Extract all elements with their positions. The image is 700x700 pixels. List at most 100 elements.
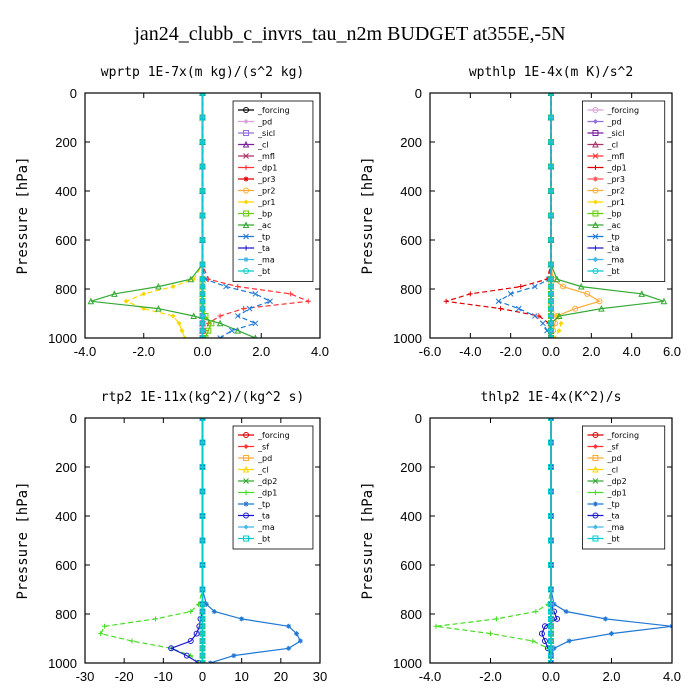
data-point	[267, 298, 273, 305]
legend-marker	[243, 535, 250, 542]
data-point	[239, 616, 245, 622]
data-point	[205, 327, 212, 334]
legend-marker	[243, 432, 250, 438]
data-point	[548, 660, 554, 663]
data-point	[548, 276, 554, 283]
legend-label: _cl	[257, 141, 269, 150]
legend-label: _cl	[606, 141, 618, 150]
legend-label: _pr3	[606, 175, 624, 184]
legend-marker	[592, 478, 599, 484]
legend-marker	[592, 257, 598, 262]
legend-marker	[592, 444, 598, 449]
legend: _forcing _sf _pd _cl _dp2 _dp1 _tp _ta _ma _bt	[232, 425, 314, 550]
series-line-ta	[169, 418, 204, 663]
y-axis-label: Pressure [hPa]	[360, 156, 376, 274]
data-point	[199, 637, 206, 644]
data-point	[548, 163, 554, 170]
data-point	[170, 284, 176, 290]
legend: _forcing _pd _sicl _cl _mfl _dp1 _pr3 _pr2 _pr1 _…	[582, 100, 666, 282]
data-point	[551, 601, 557, 607]
legend-label: _ma	[257, 256, 275, 265]
data-point	[183, 652, 190, 659]
data-point	[141, 291, 147, 297]
data-point	[548, 139, 554, 145]
series-line-pr1	[124, 93, 204, 338]
legend-marker	[242, 221, 250, 228]
legend-label: _pr2	[257, 187, 275, 196]
data-point	[199, 418, 206, 421]
data-point	[199, 615, 206, 622]
data-point	[216, 319, 224, 327]
y-axis-label: Pressure [hPa]	[15, 481, 31, 599]
legend-label: _tp	[606, 500, 619, 509]
data-point	[123, 298, 129, 304]
legend-marker	[243, 444, 249, 449]
legend-label: _sicl	[606, 129, 624, 138]
data-point	[168, 645, 175, 652]
data-point	[572, 305, 579, 312]
x-tick-label: 0.0	[193, 344, 211, 359]
chart-panel-1: wprtp 1E-7x(m kg)/(s^2 kg) Pressure [hPa]…	[15, 65, 329, 359]
legend: _forcing _sf _pd _cl _dp2 _dp1 _tp _ta _ma _bt	[582, 425, 666, 550]
legend-label: _bt	[606, 535, 619, 544]
data-point	[548, 513, 554, 519]
x-tick-label: 30	[313, 669, 327, 684]
legend-label: _pd	[257, 118, 272, 127]
legend-label: _bp	[606, 210, 621, 219]
plot-area	[443, 93, 668, 338]
legend-marker	[242, 140, 250, 148]
data-point	[548, 306, 554, 312]
x-tick-label: 10	[234, 669, 248, 684]
data-point	[199, 623, 206, 630]
series-line-dp1	[436, 418, 552, 663]
data-point	[199, 290, 206, 297]
data-point	[548, 298, 554, 305]
legend-marker	[592, 199, 598, 205]
legend-marker	[243, 107, 250, 113]
data-point	[199, 513, 206, 519]
data-point	[548, 586, 554, 593]
data-point	[199, 237, 206, 243]
legend-label: _mfl	[606, 152, 624, 161]
data-point	[602, 616, 608, 622]
panel-title: wprtp 1E-7x(m kg)/(s^2 kg)	[101, 65, 305, 80]
x-tick-label: -4.0	[419, 669, 441, 684]
legend-marker	[592, 187, 599, 194]
y-tick-label: 800	[400, 607, 422, 622]
data-point	[182, 335, 188, 338]
data-point	[548, 615, 554, 622]
legend-marker	[243, 165, 249, 170]
legend-label: _pr3	[257, 175, 275, 184]
legend-label: _bp	[257, 210, 272, 219]
y-tick-label: 0	[70, 411, 77, 426]
panel-title: thlp2 1E-4x(K^2)/s	[481, 390, 622, 405]
legend-marker	[243, 119, 249, 124]
legend-marker	[243, 233, 249, 240]
y-tick-label: 0	[70, 86, 77, 101]
data-point	[111, 290, 118, 297]
y-axis-label: Pressure [hPa]	[360, 481, 376, 599]
data-point	[548, 312, 554, 319]
data-point	[199, 630, 206, 637]
data-point	[540, 320, 546, 327]
legend-label: _cl	[257, 466, 269, 475]
data-point	[195, 660, 202, 663]
data-point	[199, 537, 206, 544]
x-tick-label: 4.0	[311, 344, 329, 359]
legend-marker	[592, 140, 599, 148]
panel-title: wpthlp 1E-4x(m K)/s^2	[469, 65, 633, 80]
legend-marker	[243, 257, 249, 262]
y-tick-label: 400	[55, 509, 77, 524]
series-line-ac	[90, 93, 256, 338]
legend-label: _dp2	[257, 477, 277, 486]
data-point	[584, 290, 591, 297]
data-point	[202, 335, 209, 338]
legend-label: _forcing	[606, 106, 639, 115]
data-point	[288, 291, 294, 297]
data-point	[498, 306, 504, 312]
data-point	[577, 282, 585, 290]
data-point	[199, 93, 206, 96]
chart-panel-2: wpthlp 1E-4x(m K)/s^2 Pressure [hPa] -6.0 -…	[360, 65, 681, 359]
data-point	[548, 93, 554, 96]
data-point	[199, 660, 206, 663]
